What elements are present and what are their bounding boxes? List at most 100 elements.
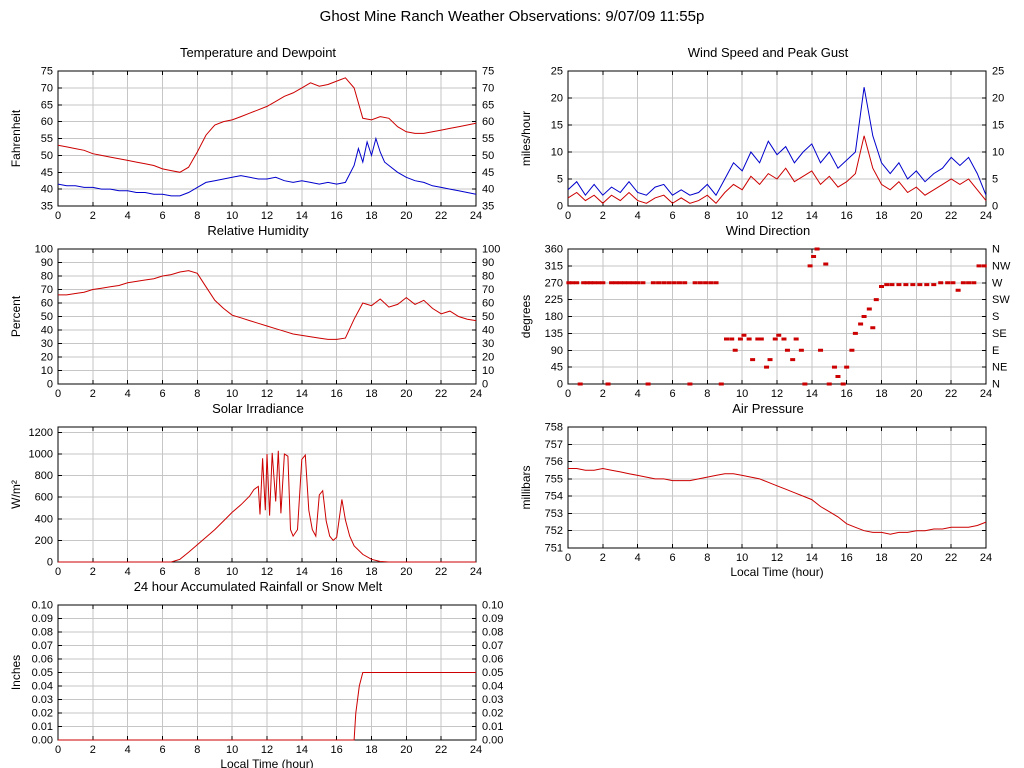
- svg-text:16: 16: [331, 566, 343, 578]
- svg-text:18: 18: [875, 210, 887, 222]
- svg-text:60: 60: [482, 298, 494, 310]
- svg-text:2: 2: [90, 744, 96, 756]
- svg-text:16: 16: [331, 210, 343, 222]
- chart-wind-direction: Wind Direction 0 2 4 6 8 10 12 14 16 18 20 22 24 0 N 45…: [518, 220, 1018, 400]
- svg-text:0: 0: [482, 379, 488, 391]
- svg-text:0.08: 0.08: [482, 627, 503, 639]
- svg-text:270: 270: [545, 277, 563, 289]
- svg-text:10: 10: [226, 210, 238, 222]
- chart-title-air-pressure: Air Pressure: [732, 401, 804, 416]
- svg-text:0.09: 0.09: [32, 613, 53, 625]
- svg-text:30: 30: [41, 338, 53, 350]
- chart-temperature-dewpoint: Temperature and Dewpoint 0 2 4 6 8 10 12 14 16 18…: [8, 42, 508, 222]
- svg-text:50: 50: [482, 311, 494, 323]
- svg-text:35: 35: [41, 201, 53, 213]
- svg-text:60: 60: [482, 116, 494, 128]
- svg-text:15: 15: [992, 120, 1004, 132]
- svg-text:0.04: 0.04: [32, 681, 53, 693]
- svg-text:60: 60: [41, 116, 53, 128]
- svg-text:20: 20: [551, 93, 563, 105]
- svg-text:2: 2: [600, 210, 606, 222]
- chart-solar-irradiance: Solar Irradiance 0 2 4 6 8 10 12 14 16 18 20 22 24 0 2…: [8, 398, 508, 578]
- svg-text:20: 20: [910, 552, 922, 564]
- svg-text:600: 600: [35, 492, 53, 504]
- svg-text:24: 24: [470, 388, 482, 400]
- page-title: Ghost Mine Ranch Weather Observations: 9…: [319, 8, 705, 25]
- svg-text:10: 10: [226, 744, 238, 756]
- svg-text:NW: NW: [992, 260, 1011, 272]
- svg-text:0.06: 0.06: [32, 654, 53, 666]
- svg-text:0: 0: [565, 552, 571, 564]
- svg-text:80: 80: [41, 271, 53, 283]
- svg-text:0.05: 0.05: [482, 667, 503, 679]
- svg-text:0: 0: [55, 566, 61, 578]
- svg-text:24: 24: [470, 744, 482, 756]
- svg-text:0: 0: [565, 210, 571, 222]
- svg-text:Local Time (hour): Local Time (hour): [730, 565, 823, 579]
- svg-text:12: 12: [261, 744, 273, 756]
- svg-text:0.07: 0.07: [32, 640, 53, 652]
- svg-text:20: 20: [992, 93, 1004, 105]
- svg-text:16: 16: [841, 210, 853, 222]
- svg-text:135: 135: [545, 328, 563, 340]
- svg-text:10: 10: [551, 147, 563, 159]
- svg-text:14: 14: [296, 388, 308, 400]
- svg-text:4: 4: [635, 210, 641, 222]
- svg-text:751: 751: [545, 543, 563, 555]
- svg-text:4: 4: [635, 388, 641, 400]
- svg-text:15: 15: [551, 120, 563, 132]
- svg-text:22: 22: [435, 210, 447, 222]
- svg-text:0.10: 0.10: [482, 600, 503, 612]
- svg-text:40: 40: [482, 184, 494, 196]
- svg-text:Inches: Inches: [9, 655, 23, 690]
- svg-text:0.01: 0.01: [482, 721, 503, 733]
- svg-text:8: 8: [704, 210, 710, 222]
- svg-text:0.00: 0.00: [482, 735, 503, 747]
- svg-text:0: 0: [557, 201, 563, 213]
- svg-text:14: 14: [296, 210, 308, 222]
- svg-text:0.00: 0.00: [32, 735, 53, 747]
- svg-text:6: 6: [159, 388, 165, 400]
- svg-text:65: 65: [482, 99, 494, 111]
- svg-text:70: 70: [482, 82, 494, 94]
- svg-text:10: 10: [736, 552, 748, 564]
- svg-text:0.01: 0.01: [32, 721, 53, 733]
- svg-text:16: 16: [331, 388, 343, 400]
- svg-text:SW: SW: [992, 294, 1010, 306]
- svg-text:20: 20: [41, 352, 53, 364]
- svg-text:1000: 1000: [29, 449, 53, 461]
- svg-text:5: 5: [992, 174, 998, 186]
- svg-text:2: 2: [600, 552, 606, 564]
- svg-text:0: 0: [992, 201, 998, 213]
- svg-text:4: 4: [125, 210, 131, 222]
- svg-text:18: 18: [875, 388, 887, 400]
- svg-text:10: 10: [482, 365, 494, 377]
- svg-text:W: W: [992, 277, 1003, 289]
- svg-text:12: 12: [261, 210, 273, 222]
- svg-text:10: 10: [992, 147, 1004, 159]
- svg-text:25: 25: [551, 66, 563, 78]
- svg-text:6: 6: [669, 388, 675, 400]
- svg-text:10: 10: [226, 566, 238, 578]
- svg-text:22: 22: [945, 388, 957, 400]
- svg-text:2: 2: [90, 210, 96, 222]
- svg-text:0: 0: [47, 379, 53, 391]
- svg-text:753: 753: [545, 508, 563, 520]
- svg-text:22: 22: [945, 552, 957, 564]
- svg-text:18: 18: [365, 744, 377, 756]
- svg-text:55: 55: [482, 133, 494, 145]
- svg-text:24: 24: [470, 210, 482, 222]
- svg-text:NE: NE: [992, 362, 1007, 374]
- svg-text:0: 0: [55, 388, 61, 400]
- svg-text:0.07: 0.07: [482, 640, 503, 652]
- svg-text:40: 40: [41, 184, 53, 196]
- svg-text:6: 6: [159, 566, 165, 578]
- chart-title-rainfall: 24 hour Accumulated Rainfall or Snow Mel…: [133, 579, 383, 594]
- air-pressure-plot: 0 2 4 6 8 10 12 14 16 18 20 22 247517527537547557567…: [519, 422, 992, 579]
- svg-text:S: S: [992, 311, 999, 323]
- svg-text:24: 24: [980, 388, 992, 400]
- svg-text:0.08: 0.08: [32, 627, 53, 639]
- svg-text:0.10: 0.10: [32, 600, 53, 612]
- svg-text:50: 50: [41, 311, 53, 323]
- svg-text:18: 18: [365, 210, 377, 222]
